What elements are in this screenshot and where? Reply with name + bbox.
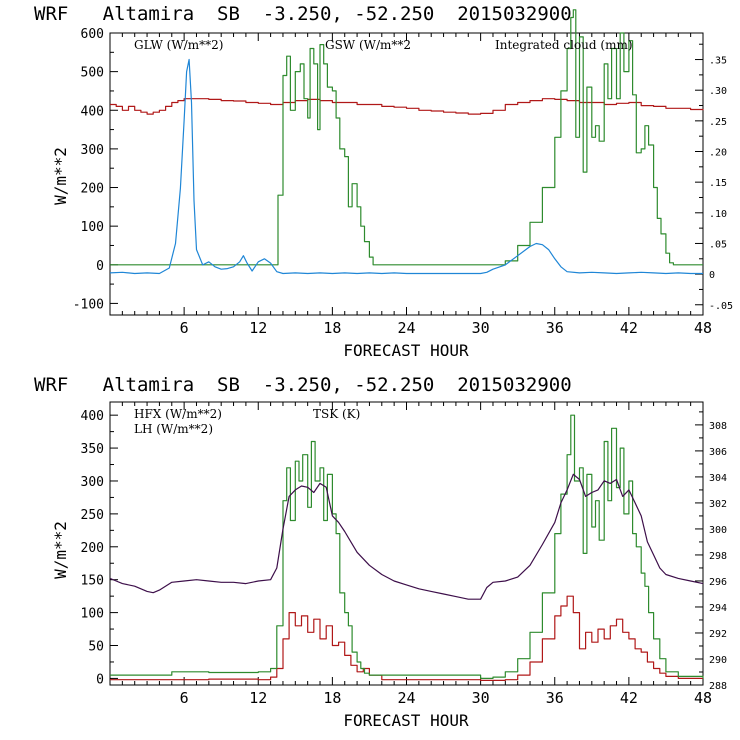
y2-tick-label: 298 — [709, 551, 727, 562]
y2-tick-label: 288 — [709, 681, 727, 692]
y-tick-label: 0 — [96, 259, 104, 274]
y-tick-label: 600 — [81, 27, 104, 42]
y2-tick-label: .10 — [709, 209, 727, 220]
y2-tick-label: .15 — [709, 178, 727, 189]
x-tick-label: 48 — [694, 319, 712, 337]
x-tick-label: 42 — [620, 319, 638, 337]
y2-tick-label: 296 — [709, 577, 727, 588]
y-tick-label: 50 — [88, 640, 104, 655]
lh-line — [110, 414, 704, 679]
x-tick-label: 30 — [472, 319, 490, 337]
y-tick-label: 250 — [81, 508, 104, 523]
bottom-y-axis-label: W/m**2 — [51, 521, 70, 579]
y2-tick-label: 0 — [709, 270, 715, 281]
y-tick-label: 400 — [81, 409, 104, 424]
legend-tsk: TSK (K) — [313, 407, 360, 421]
gsw-line — [110, 9, 703, 266]
x-tick-label: 36 — [546, 689, 564, 707]
y2-tick-label: .25 — [709, 117, 727, 128]
y-tick-label: 350 — [81, 442, 104, 457]
y-tick-label: 200 — [81, 182, 104, 197]
y-tick-label: 150 — [81, 574, 104, 589]
top-y-tick-labels: -100 0 100 200 300 400 500 600 — [73, 27, 104, 312]
bottom-plot-frame — [109, 401, 704, 686]
x-tick-label: 12 — [249, 319, 267, 337]
y2-tick-label: .30 — [709, 86, 727, 97]
legend-glw: GLW (W/m**2) — [134, 38, 223, 52]
bottom-y-tick-labels: 0 50 100 150 200 250 300 350 400 — [81, 409, 104, 687]
glw-line — [110, 98, 704, 115]
x-tick-label: 24 — [397, 319, 415, 337]
legend-integrated-cloud: Integrated cloud (mm) — [495, 38, 633, 52]
tsk-line — [109, 473, 704, 600]
y-tick-label: 500 — [81, 66, 104, 81]
y-tick-label: 100 — [81, 220, 104, 235]
top-x-tick-labels: 6 12 18 24 30 36 42 48 — [180, 319, 712, 337]
x-tick-label: 30 — [472, 689, 490, 707]
y-tick-label: 200 — [81, 541, 104, 556]
y2-tick-label: 292 — [709, 629, 727, 640]
bottom-y2-tick-labels: 288 290 292 294 296 298 300 302 304 306 308 — [709, 421, 727, 692]
y-tick-label: 0 — [96, 672, 104, 687]
y2-tick-label: 304 — [709, 473, 727, 484]
y-tick-label: 400 — [81, 104, 104, 119]
y2-tick-label: 308 — [709, 421, 727, 432]
bottom-chart: WRF Altamira SB -3.250, -52.250 20150329… — [34, 374, 727, 730]
top-chart-title: WRF Altamira SB -3.250, -52.250 20150329… — [34, 3, 572, 25]
bottom-ticks — [110, 402, 704, 686]
legend-gsw: GSW (W/m**2 — [325, 38, 411, 52]
y2-tick-label: .05 — [709, 239, 727, 250]
y-tick-label: 100 — [81, 607, 104, 622]
y2-tick-label: .20 — [709, 148, 727, 159]
top-chart: WRF Altamira SB -3.250, -52.250 20150329… — [34, 3, 733, 360]
x-tick-label: 6 — [180, 689, 189, 707]
top-series — [109, 9, 704, 275]
y-tick-label: 300 — [81, 143, 104, 158]
bottom-x-axis-label: FORECAST HOUR — [343, 711, 469, 730]
x-tick-label: 42 — [620, 689, 638, 707]
y2-tick-label: 302 — [709, 499, 727, 510]
x-tick-label: 24 — [397, 689, 415, 707]
y-tick-label: 300 — [81, 475, 104, 490]
x-tick-label: 12 — [249, 689, 267, 707]
top-y2-tick-labels: -.05 0 .05 .10 .15 .20 .25 .30 .35 — [709, 56, 733, 312]
top-plot-frame — [109, 32, 704, 316]
x-tick-label: 48 — [694, 689, 712, 707]
bottom-x-tick-labels: 6 12 18 24 30 36 42 48 — [180, 689, 712, 707]
top-x-axis-label: FORECAST HOUR — [343, 341, 469, 360]
legend-hfx: HFX (W/m**2) — [134, 407, 222, 421]
bottom-series — [109, 414, 704, 681]
integrated-cloud-line — [109, 58, 703, 275]
x-tick-label: 6 — [180, 319, 189, 337]
x-tick-label: 36 — [546, 319, 564, 337]
y2-tick-label: 290 — [709, 655, 727, 666]
y2-tick-label: -.05 — [709, 301, 733, 312]
y-tick-label: -100 — [73, 297, 104, 312]
bottom-chart-title: WRF Altamira SB -3.250, -52.250 20150329… — [34, 374, 572, 396]
top-y-axis-label: W/m**2 — [51, 147, 70, 205]
y2-tick-label: 294 — [709, 603, 727, 614]
y2-tick-label: 300 — [709, 525, 727, 536]
top-ticks — [110, 32, 704, 315]
y2-tick-label: .35 — [709, 56, 727, 67]
y2-tick-label: 306 — [709, 447, 727, 458]
legend-lh: LH (W/m**2) — [134, 422, 213, 436]
x-tick-label: 18 — [323, 689, 341, 707]
hfx-line — [110, 595, 703, 681]
x-tick-label: 18 — [323, 319, 341, 337]
